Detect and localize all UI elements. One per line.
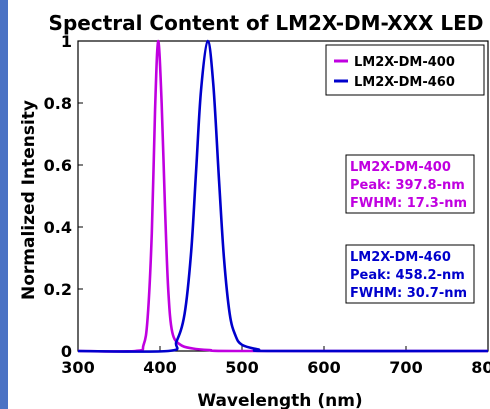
chart-title: Spectral Content of LM2X-DM-XXX LED [49, 11, 484, 35]
y-tick-label: 0.4 [44, 218, 72, 237]
y-tick-label: 0 [61, 342, 72, 361]
legend-entry: LM2X-DM-400 [354, 55, 455, 70]
annotation-border [345, 154, 475, 214]
annotation-line: LM2X-DM-460 [350, 250, 451, 265]
x-tick-label: 800 [471, 358, 490, 377]
series-lines [77, 39, 489, 353]
series-line-1 [77, 39, 489, 353]
annotation-box-2: LM2X-DM-460 Peak: 458.2-nm FWHM: 30.7-nm [345, 244, 475, 304]
x-tick-label: 600 [307, 358, 340, 377]
legend-entry: LM2X-DM-460 [354, 75, 455, 90]
spectrum-chart: Spectral Content of LM2X-DM-XXX LED Norm… [19, 11, 490, 409]
annotation-line: LM2X-DM-400 [350, 160, 451, 175]
x-axis-label: Wavelength (nm) [197, 391, 362, 409]
series-line-2 [77, 39, 489, 353]
legend-box [325, 44, 485, 96]
x-tick-label: 700 [389, 358, 422, 377]
y-tick-label: 1 [61, 32, 72, 51]
x-tick-label: 300 [61, 358, 94, 377]
annotation-line: FWHM: 17.3-nm [350, 196, 467, 211]
y-tick-label: 0.8 [44, 94, 72, 113]
x-tick-label: 500 [225, 358, 258, 377]
axis-ticks: 300 400 500 600 700 800 0 0.2 0.4 0.6 0.8 1 [44, 32, 490, 377]
y-tick-label: 0.6 [44, 156, 72, 175]
y-axis-label: Normalized Intensity [19, 100, 39, 300]
annotation-border [345, 244, 475, 304]
legend: LM2X-DM-400 LM2X-DM-460 [325, 44, 485, 96]
annotation-line: Peak: 458.2-nm [350, 268, 465, 283]
chart-frame: Spectral Content of LM2X-DM-XXX LED Norm… [8, 0, 490, 409]
y-tick-label: 0.2 [44, 280, 72, 299]
annotation-line: Peak: 397.8-nm [350, 178, 465, 193]
x-tick-label: 400 [143, 358, 176, 377]
annotation-line: FWHM: 30.7-nm [350, 286, 467, 301]
annotation-box-1: LM2X-DM-400 Peak: 397.8-nm FWHM: 17.3-nm [345, 154, 475, 214]
